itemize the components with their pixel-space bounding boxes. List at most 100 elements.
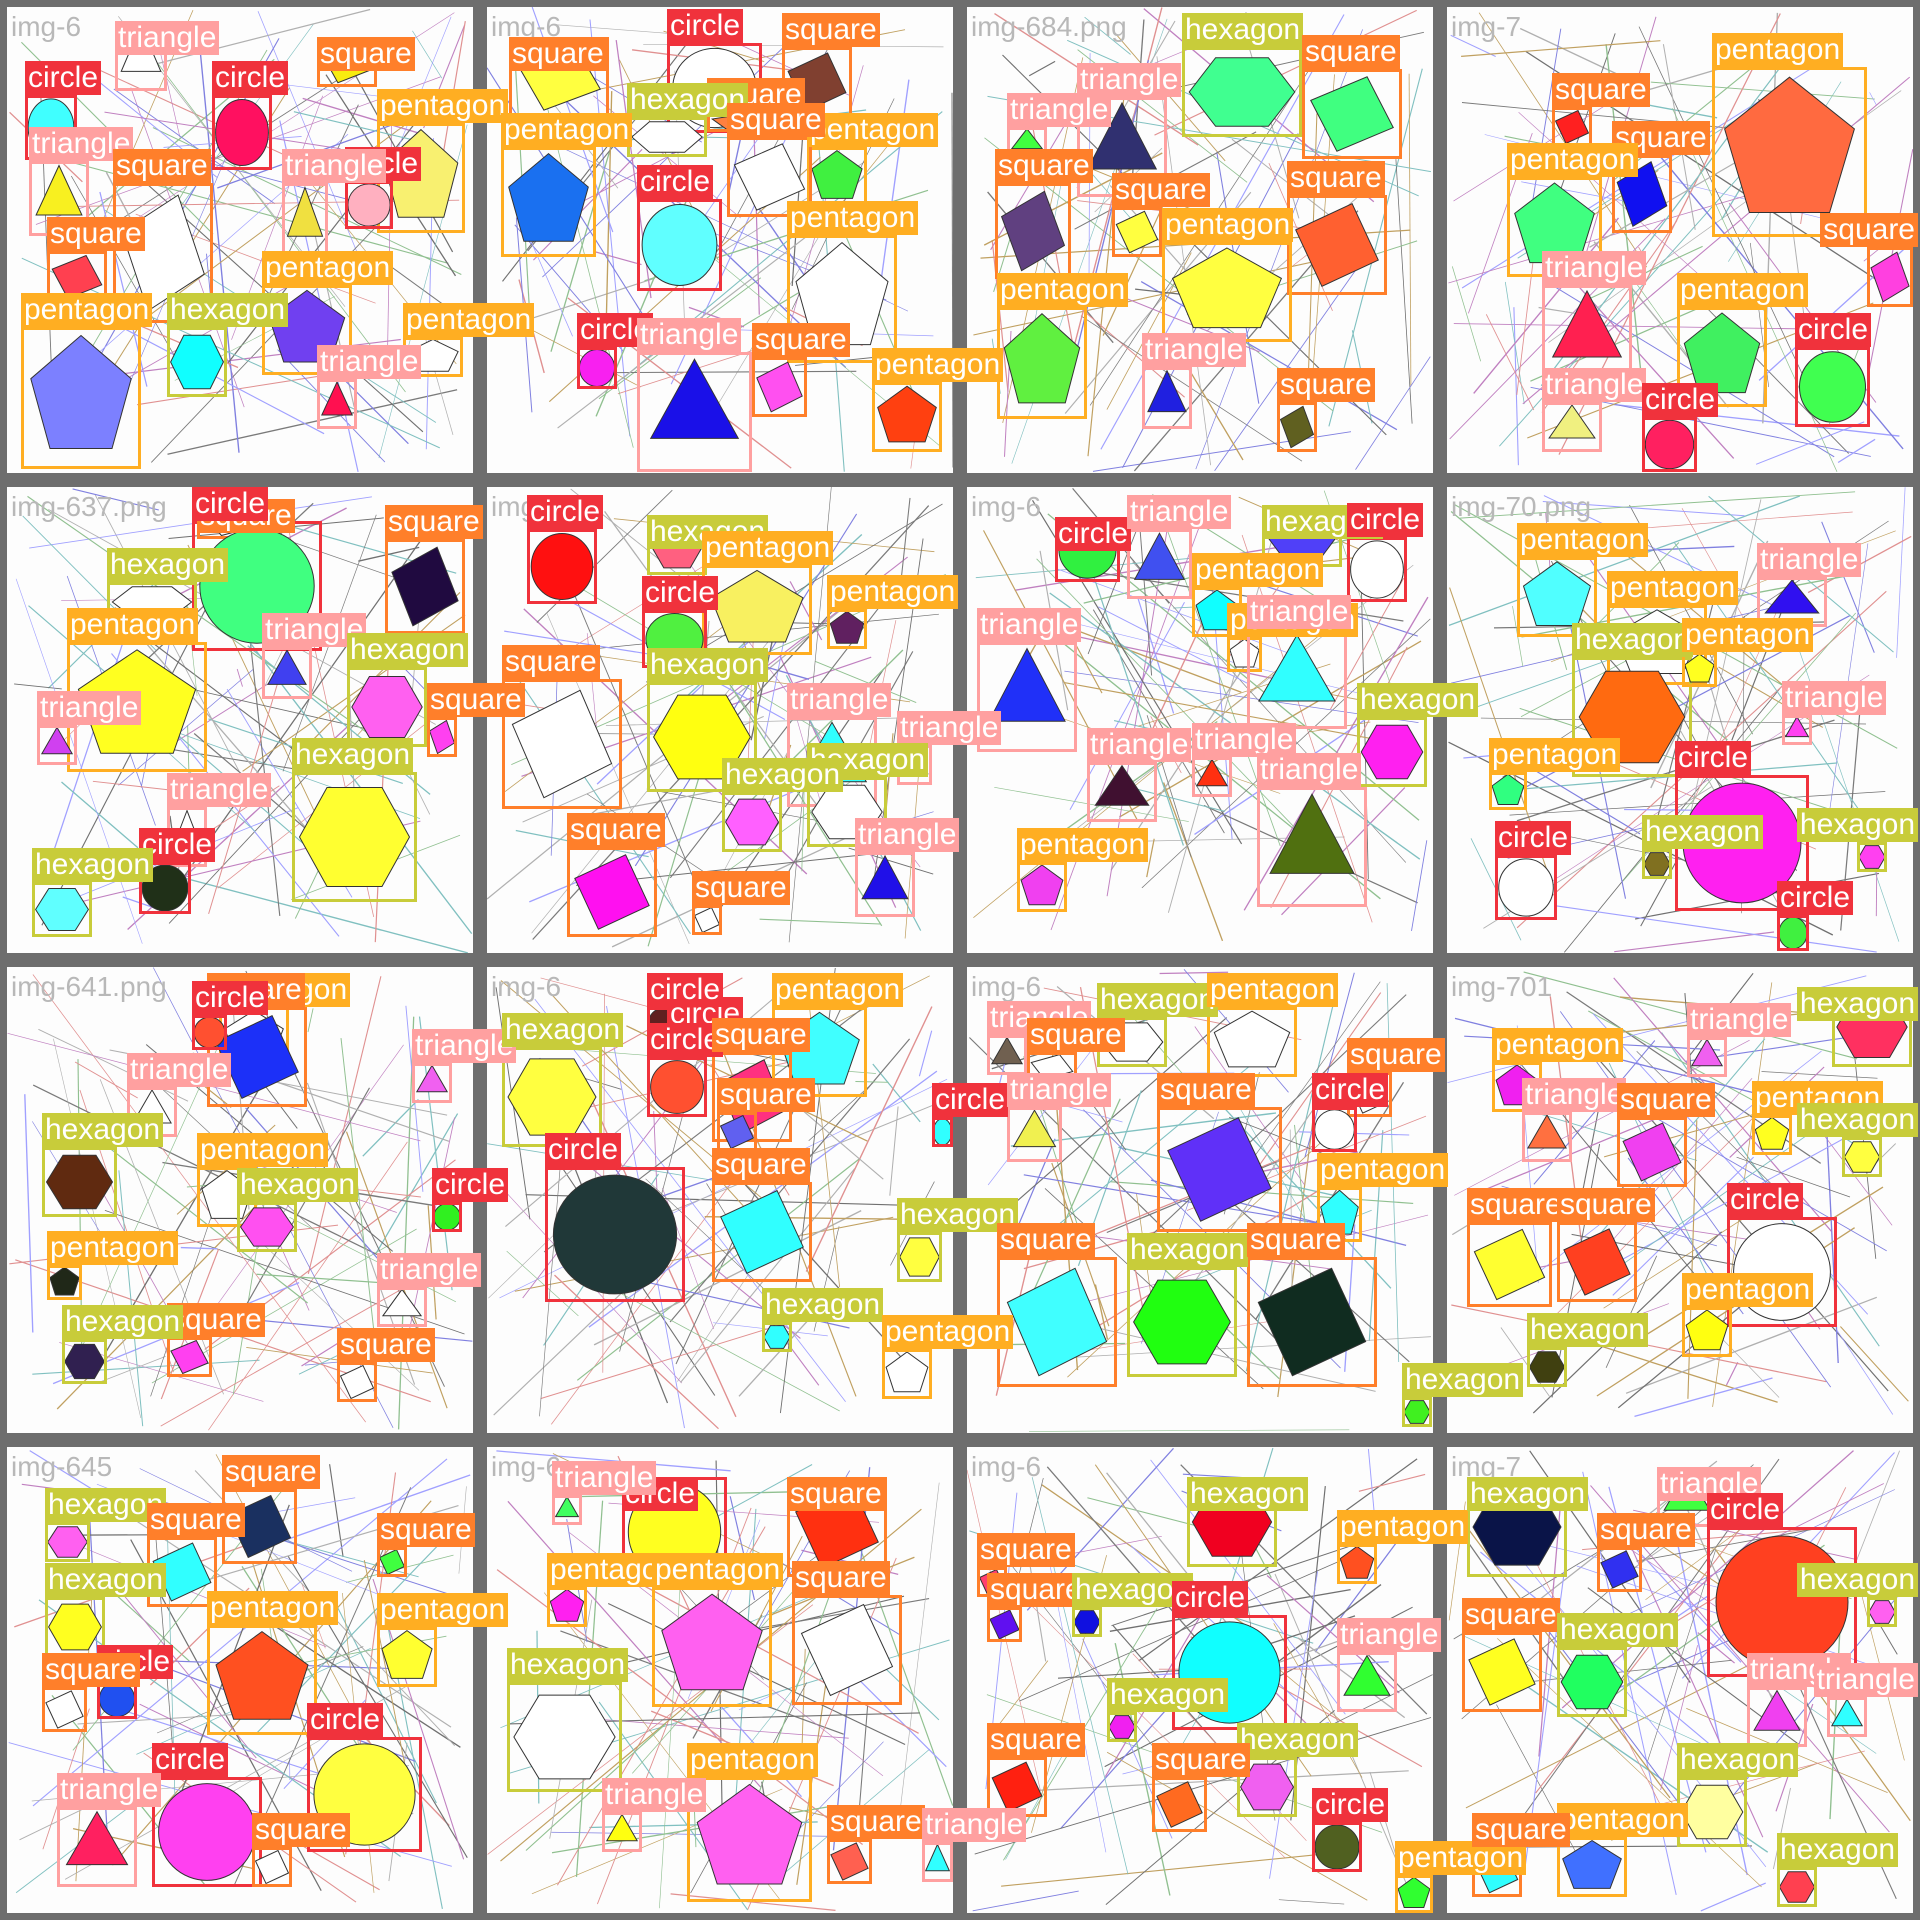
square-shape: [987, 1757, 1047, 1817]
hexagon-shape: [32, 882, 92, 937]
triangle-label: triangle: [977, 608, 1082, 642]
square-label: square: [1247, 1223, 1345, 1257]
tile-filename: img-637.png: [11, 491, 167, 522]
pentagon-label: pentagon: [1207, 973, 1339, 1007]
square-shape: [995, 183, 1071, 279]
square-shape: [827, 1839, 872, 1884]
tile-filename: img-7: [1451, 1451, 1522, 1482]
tile-filename: img-6: [971, 491, 1042, 522]
square-shape: [1247, 1257, 1377, 1387]
triangle-label: triangle: [1247, 595, 1352, 629]
triangle-label: triangle: [127, 1053, 232, 1087]
circle-label: circle: [1777, 881, 1854, 915]
circle-label: circle: [1312, 1788, 1389, 1822]
circle-shape: [212, 95, 272, 170]
hexagon-label: hexagon: [347, 633, 469, 667]
circle-shape: [432, 1202, 462, 1232]
pentagon-label: pentagon: [1192, 553, 1324, 587]
triangle-shape: [1247, 629, 1347, 729]
pentagon-label: pentagon: [262, 251, 394, 285]
hexagon-label: hexagon: [1072, 1573, 1194, 1607]
pentagon-shape: [652, 1587, 772, 1707]
hexagon-shape: [167, 327, 227, 397]
triangle-label: triangle: [377, 1253, 482, 1287]
hexagon-shape: [292, 772, 417, 902]
pentagon-shape: [1677, 307, 1767, 407]
pentagon-label: pentagon: [1607, 571, 1739, 605]
square-label: square: [1112, 173, 1210, 207]
circle-label: circle: [647, 1023, 724, 1057]
hexagon-shape: [1527, 1347, 1567, 1387]
circle-label: circle: [932, 1083, 1009, 1117]
image-tile: img-6 circle triangle square pentagon pentago…: [480, 1440, 1027, 1920]
pentagon-shape: [1752, 1115, 1792, 1155]
triangle-shape: [637, 352, 752, 472]
pentagon-label: pentagon: [1162, 208, 1294, 242]
hexagon-label: hexagon: [1796, 1103, 1918, 1137]
square-label: square: [977, 1533, 1075, 1567]
hexagon-label: hexagon: [62, 1305, 184, 1339]
triangle-shape: [855, 852, 915, 917]
hexagon-label: hexagon: [647, 648, 769, 682]
pentagon-shape: [1395, 1875, 1433, 1913]
square-label: square: [782, 13, 880, 47]
image-tile: img-6circlehexagonpentagonpentagoncircle…: [480, 480, 1002, 960]
square-label: square: [1617, 1083, 1715, 1117]
pentagon-shape: [1682, 1307, 1732, 1357]
square-label: square: [113, 149, 211, 183]
square-shape: [1557, 1222, 1637, 1302]
circle-shape: [1642, 417, 1697, 472]
triangle-label: triangle: [1542, 368, 1647, 402]
circle-shape: [577, 347, 617, 389]
square-label: square: [567, 813, 665, 847]
square-label: square: [47, 217, 145, 251]
square-shape: [712, 1182, 812, 1282]
square-shape: [1617, 1117, 1687, 1187]
circle-label: circle: [1675, 741, 1752, 775]
image-tile: img-6trianglesquarehexagonpentagonsquare…: [960, 960, 1524, 1440]
triangle-shape: [1522, 1112, 1572, 1162]
pentagon-shape: [207, 1625, 317, 1735]
square-label: square: [727, 103, 825, 137]
square-label: square: [427, 683, 525, 717]
triangle-shape: [1192, 757, 1232, 797]
hexagon-label: hexagon: [1572, 623, 1694, 657]
hexagon-shape: [1127, 1267, 1237, 1377]
tile-filename: img-7: [1451, 11, 1522, 42]
square-label: square: [337, 1328, 435, 1362]
hexagon-label: hexagon: [1796, 1563, 1918, 1597]
triangle-shape: [1257, 787, 1367, 907]
circle-shape: [1172, 1615, 1287, 1730]
square-label: square: [1462, 1598, 1560, 1632]
pentagon-label: pentagon: [1395, 1841, 1527, 1875]
tile-filename: img-6: [11, 11, 82, 42]
pentagon-label: pentagon: [1677, 273, 1809, 307]
hexagon-shape: [45, 1522, 90, 1562]
pentagon-label: pentagon: [1489, 738, 1621, 772]
square-shape: [337, 1362, 377, 1402]
pentagon-label: pentagon: [1507, 143, 1639, 177]
pentagon-shape: [1557, 1837, 1627, 1897]
square-label: square: [1820, 213, 1918, 247]
circle-label: circle: [307, 1703, 384, 1737]
pentagon-label: pentagon: [377, 89, 509, 123]
hexagon-label: hexagon: [45, 1563, 167, 1597]
square-label: square: [252, 1813, 350, 1847]
circle-label: circle: [212, 61, 289, 95]
pentagon-label: pentagon: [67, 608, 199, 642]
hexagon-shape: [627, 117, 707, 157]
triangle-label: triangle: [922, 1808, 1027, 1842]
triangle-label: triangle: [1782, 681, 1887, 715]
triangle-shape: [282, 183, 328, 257]
circle-shape: [1777, 915, 1809, 951]
circle-label: circle: [1347, 503, 1424, 537]
hexagon-shape: [1857, 842, 1887, 872]
square-label: square: [167, 1303, 265, 1337]
circle-shape: [647, 1057, 707, 1117]
hexagon-label: hexagon: [1097, 983, 1219, 1017]
pentagon-shape: [1682, 652, 1717, 687]
circle-shape: [1727, 1217, 1837, 1327]
square-shape: [427, 717, 457, 757]
square-label: square: [1467, 1188, 1565, 1222]
image-tile: img-641.png pentagon square circle triangle t…: [0, 960, 517, 1440]
